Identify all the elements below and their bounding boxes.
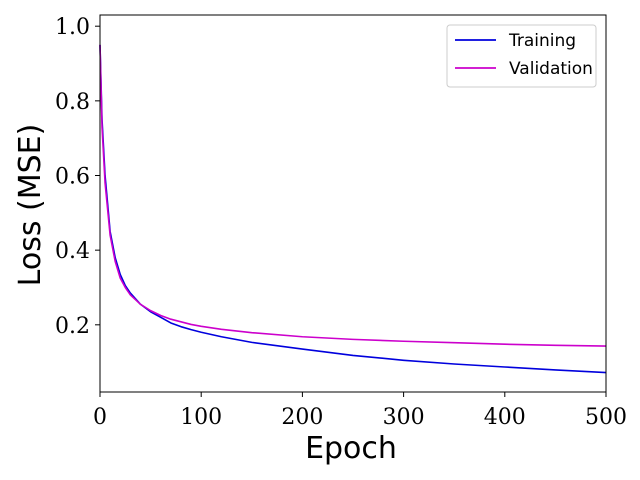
y-tick-label: 0.4: [55, 239, 90, 264]
y-tick-label: 0.8: [55, 90, 90, 115]
y-tick-label: 0.6: [55, 165, 90, 190]
y-tick-label: 0.2: [55, 314, 90, 339]
y-axis-title: Loss (MSE): [13, 124, 48, 287]
plot-frame: [99, 14, 607, 393]
x-axis-ticks: 0 100 200 300 400 500: [93, 392, 627, 430]
y-tick-label: 1.0: [55, 15, 90, 40]
x-tick-label: 200: [281, 405, 323, 430]
y-axis-ticks: 0.2 0.4 0.6 0.8 1.0: [55, 15, 100, 339]
series-lines: [99, 44, 607, 374]
legend: Training Validation: [446, 24, 597, 88]
x-tick-label: 100: [180, 405, 222, 430]
x-tick-label: 300: [383, 405, 425, 430]
x-axis-title: Epoch: [305, 431, 397, 466]
series-line-validation: [99, 44, 607, 347]
x-tick-label: 0: [93, 405, 107, 430]
plot-area: [99, 14, 607, 393]
x-tick-label: 500: [585, 405, 627, 430]
legend-label-validation: Validation: [509, 59, 593, 79]
series-line-training: [99, 44, 607, 374]
x-tick-label: 400: [484, 405, 526, 430]
legend-label-training: Training: [508, 31, 576, 51]
